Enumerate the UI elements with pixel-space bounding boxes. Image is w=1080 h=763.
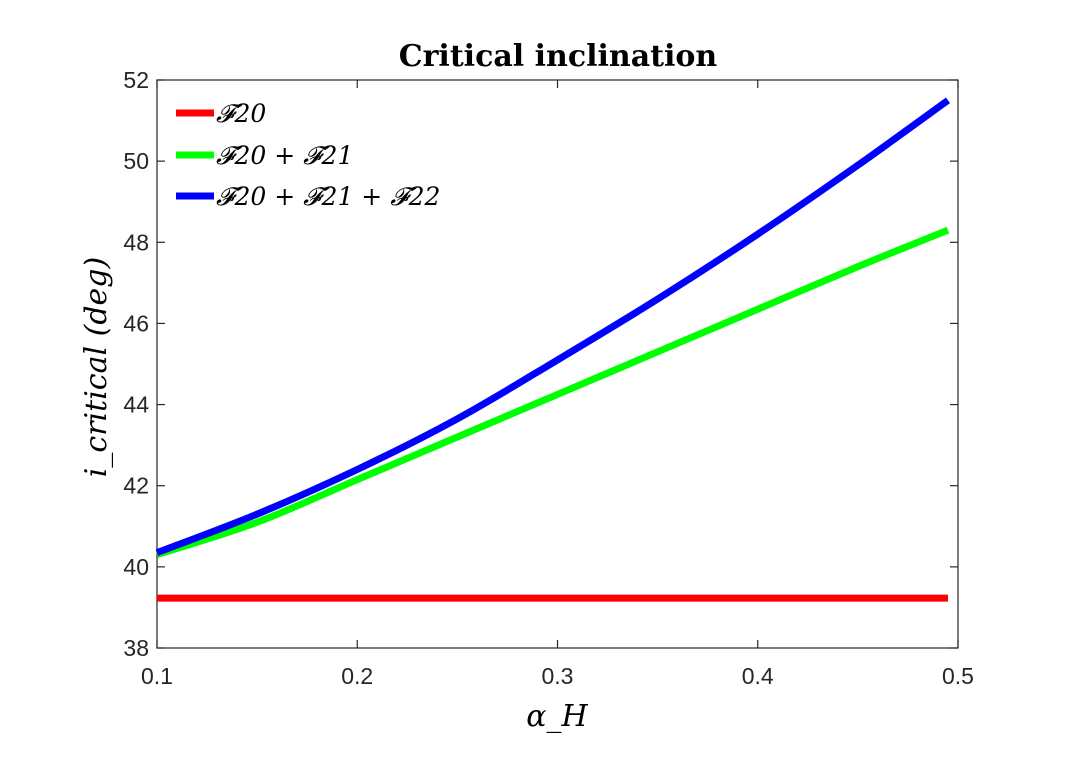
x-tick-label: 0.1 (141, 663, 173, 689)
x-tick-label: 0.3 (542, 663, 574, 689)
series-lines (155, 97, 951, 602)
x-tick-label: 0.4 (742, 663, 774, 689)
series-line-f20-f21-f22 (155, 97, 951, 556)
legend-label: 𝓕20 + 𝓕21 + 𝓕22 (216, 182, 440, 211)
y-tick-label: 50 (123, 148, 149, 174)
series-line-f20-f21 (155, 226, 950, 559)
y-tick-label: 48 (123, 229, 149, 255)
chart-legend: 𝓕20 𝓕20 + 𝓕21 𝓕20 + 𝓕21 + 𝓕22 (176, 99, 440, 211)
y-tick-label: 40 (123, 554, 149, 580)
legend-label: 𝓕20 (216, 99, 266, 128)
x-tick-label: 0.2 (341, 663, 373, 689)
axis-ticks: 0.1 0.2 0.3 0.4 0.5 38 40 42 44 46 48 50 52 (123, 67, 974, 689)
y-axis-label: i_critical (deg) (79, 257, 114, 477)
x-tick-label: 0.5 (942, 663, 974, 689)
x-axis-label: α_H (526, 699, 588, 734)
chart-title: Critical inclination (399, 39, 718, 74)
y-tick-label: 52 (123, 67, 149, 93)
y-tick-label: 46 (123, 310, 149, 336)
y-tick-label: 42 (123, 473, 149, 499)
y-tick-label: 44 (123, 392, 149, 418)
legend-label: 𝓕20 + 𝓕21 (216, 141, 353, 170)
y-tick-label: 38 (123, 635, 149, 661)
